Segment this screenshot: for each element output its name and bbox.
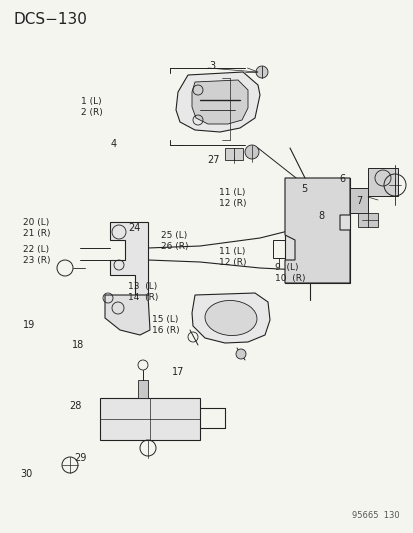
Text: 30: 30 xyxy=(20,470,32,479)
Text: 8: 8 xyxy=(318,212,324,221)
Circle shape xyxy=(235,349,245,359)
Text: 27: 27 xyxy=(206,155,219,165)
Bar xyxy=(138,380,147,398)
Bar xyxy=(284,178,349,283)
Text: 5: 5 xyxy=(301,184,307,194)
Text: 95665  130: 95665 130 xyxy=(351,511,399,520)
Text: 17: 17 xyxy=(171,367,184,376)
Circle shape xyxy=(255,66,267,78)
Text: 1 (L)
2 (R): 1 (L) 2 (R) xyxy=(81,96,102,117)
Bar xyxy=(224,148,242,160)
Bar xyxy=(367,168,397,196)
Text: 11 (L)
12 (R): 11 (L) 12 (R) xyxy=(219,188,246,208)
Text: 19: 19 xyxy=(23,320,35,330)
Text: 7: 7 xyxy=(355,197,361,206)
Polygon shape xyxy=(284,178,349,283)
Text: 28: 28 xyxy=(69,401,82,411)
Polygon shape xyxy=(192,80,247,124)
Polygon shape xyxy=(176,72,259,132)
Text: 9  (L)
10  (R): 9 (L) 10 (R) xyxy=(275,263,305,283)
Text: 22 (L)
23 (R): 22 (L) 23 (R) xyxy=(23,245,50,265)
Text: 18: 18 xyxy=(72,341,85,350)
Text: 15 (L)
16 (R): 15 (L) 16 (R) xyxy=(152,315,180,335)
Circle shape xyxy=(244,145,259,159)
Text: 6: 6 xyxy=(339,174,345,183)
Text: 11 (L)
12 (R): 11 (L) 12 (R) xyxy=(219,247,246,267)
Polygon shape xyxy=(105,295,150,335)
Bar xyxy=(349,188,367,213)
Text: 4: 4 xyxy=(111,139,117,149)
Text: 29: 29 xyxy=(74,454,87,463)
Bar xyxy=(357,213,377,227)
Text: 20 (L)
21 (R): 20 (L) 21 (R) xyxy=(23,218,50,238)
Text: 25 (L)
26 (R): 25 (L) 26 (R) xyxy=(161,231,188,251)
Polygon shape xyxy=(192,293,269,343)
Text: 13  (L)
14  (R): 13 (L) 14 (R) xyxy=(128,282,158,302)
Bar xyxy=(100,398,199,440)
Polygon shape xyxy=(110,222,147,295)
Text: 3: 3 xyxy=(209,61,215,71)
Bar xyxy=(272,240,284,258)
Ellipse shape xyxy=(204,301,256,336)
Text: DCS−130: DCS−130 xyxy=(14,12,88,27)
Text: 24: 24 xyxy=(128,223,140,233)
